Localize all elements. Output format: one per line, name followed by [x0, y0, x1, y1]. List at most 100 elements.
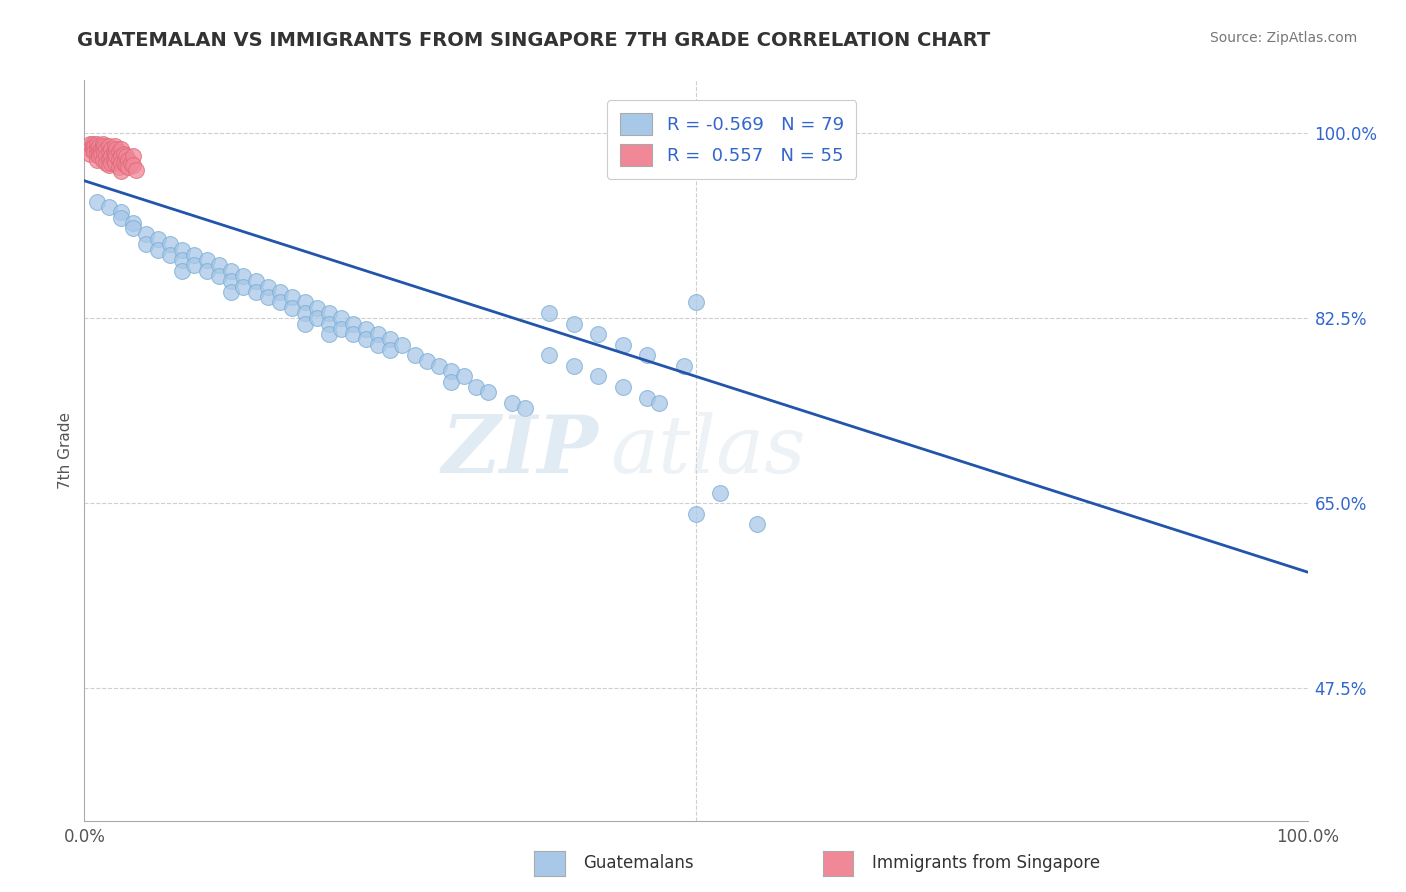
Point	[281, 301, 304, 315]
Point	[86, 136, 108, 151]
Point	[110, 149, 132, 163]
Point	[245, 285, 267, 299]
Point	[122, 158, 145, 172]
Point	[97, 139, 120, 153]
Point	[380, 343, 402, 357]
Point	[90, 142, 112, 156]
Point	[416, 353, 439, 368]
Point	[83, 145, 105, 160]
Point	[97, 200, 120, 214]
Point	[648, 396, 671, 410]
Point	[318, 317, 340, 331]
Point	[90, 147, 112, 161]
Point	[117, 153, 139, 167]
Point	[183, 248, 205, 262]
Point	[294, 317, 316, 331]
Point	[172, 243, 194, 257]
Point	[586, 369, 609, 384]
Point	[342, 327, 364, 342]
Point	[440, 364, 463, 378]
Point	[391, 337, 413, 351]
Point	[245, 274, 267, 288]
Point	[183, 258, 205, 272]
Point	[294, 295, 316, 310]
Point	[120, 155, 142, 169]
Text: Immigrants from Singapore: Immigrants from Singapore	[872, 855, 1099, 872]
Point	[97, 158, 120, 172]
Point	[83, 139, 105, 153]
Text: atlas: atlas	[610, 412, 806, 489]
Point	[96, 155, 118, 169]
Point	[513, 401, 536, 416]
Point	[87, 145, 110, 160]
Point	[709, 485, 731, 500]
Point	[122, 149, 145, 163]
Point	[636, 348, 658, 362]
Point	[159, 237, 181, 252]
Point	[87, 149, 110, 163]
Point	[110, 211, 132, 225]
Point	[79, 142, 101, 156]
Point	[294, 306, 316, 320]
Point	[110, 142, 132, 156]
Point	[172, 253, 194, 268]
Point	[79, 136, 101, 151]
Point	[538, 348, 561, 362]
Point	[562, 359, 585, 373]
Point	[367, 327, 389, 342]
Point	[97, 152, 120, 166]
Point	[232, 268, 254, 283]
Point	[112, 147, 135, 161]
Point	[86, 142, 108, 156]
Point	[79, 147, 101, 161]
Point	[105, 142, 128, 156]
Point	[96, 142, 118, 156]
Point	[104, 147, 127, 161]
Point	[135, 227, 157, 241]
Point	[107, 152, 129, 166]
Point	[100, 142, 122, 156]
Point	[586, 327, 609, 342]
Point	[91, 153, 114, 167]
Point	[146, 243, 169, 257]
Point	[110, 164, 132, 178]
Point	[318, 306, 340, 320]
Point	[122, 221, 145, 235]
Point	[404, 348, 426, 362]
Point	[86, 153, 108, 167]
Point	[685, 507, 707, 521]
Point	[354, 322, 377, 336]
Point	[440, 375, 463, 389]
Point	[380, 332, 402, 346]
Point	[112, 155, 135, 169]
Point	[208, 258, 231, 272]
Point	[91, 142, 114, 156]
Point	[562, 317, 585, 331]
Point	[103, 145, 125, 160]
Point	[747, 517, 769, 532]
Point	[115, 158, 138, 172]
Point	[159, 248, 181, 262]
Point	[269, 285, 291, 299]
Point	[172, 263, 194, 277]
Point	[257, 290, 280, 304]
Text: Source: ZipAtlas.com: Source: ZipAtlas.com	[1209, 31, 1357, 45]
Point	[86, 147, 108, 161]
Point	[135, 237, 157, 252]
Point	[427, 359, 450, 373]
Point	[93, 145, 115, 160]
Point	[330, 311, 353, 326]
Point	[97, 145, 120, 160]
Text: GUATEMALAN VS IMMIGRANTS FROM SINGAPORE 7TH GRADE CORRELATION CHART: GUATEMALAN VS IMMIGRANTS FROM SINGAPORE …	[77, 31, 991, 50]
Point	[82, 142, 104, 156]
Point	[100, 149, 122, 163]
Point	[115, 149, 138, 163]
Point	[117, 160, 139, 174]
Point	[110, 155, 132, 169]
Point	[107, 160, 129, 174]
Point	[195, 263, 218, 277]
Point	[685, 295, 707, 310]
Point	[672, 359, 695, 373]
Point	[103, 153, 125, 167]
Point	[146, 232, 169, 246]
